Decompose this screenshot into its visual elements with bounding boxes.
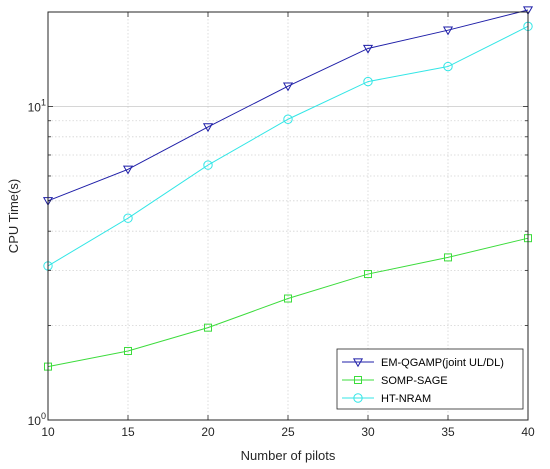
data-point-circle: [123, 213, 133, 223]
y-tick-label: 101: [28, 97, 46, 114]
legend-label: SOMP-SAGE: [381, 375, 448, 387]
x-axis-label: Number of pilots: [241, 448, 336, 463]
series-lines: [42, 6, 534, 371]
series-2: [43, 21, 533, 271]
data-point-triangle: [362, 44, 374, 54]
x-tick-label: 35: [441, 425, 455, 439]
series-line: [47, 9, 529, 202]
x-tick-label: 20: [201, 425, 215, 439]
data-point-triangle: [122, 165, 134, 175]
legend-label: HT-NRAM: [381, 393, 431, 405]
legend-entry: EM-QGAMP(joint UL/DL): [342, 357, 504, 369]
data-point-circle: [363, 76, 373, 87]
data-point-circle: [283, 114, 293, 124]
legend-entry: SOMP-SAGE: [342, 375, 448, 387]
data-point-triangle: [202, 123, 214, 133]
legend: EM-QGAMP(joint UL/DL) SOMP-SAGE HT-NRAM: [336, 348, 524, 410]
x-tick-label: 15: [121, 425, 135, 439]
data-point-square: [364, 270, 372, 279]
data-point-circle: [443, 61, 453, 72]
legend-entry: HT-NRAM: [342, 393, 431, 405]
data-point-triangle: [352, 358, 364, 368]
legend-label: EM-QGAMP(joint UL/DL): [381, 357, 504, 369]
data-point-triangle: [282, 82, 294, 92]
data-point-triangle: [442, 26, 454, 36]
series-1: [44, 234, 532, 371]
data-point-square: [204, 323, 212, 332]
data-point-circle: [203, 160, 213, 170]
axis-ticks: 10 15 20 25 30 35 40 100 101: [28, 11, 535, 439]
series-line: [47, 237, 529, 368]
series-0: [42, 6, 534, 207]
data-point-square: [444, 253, 452, 262]
legend-box: [336, 348, 524, 410]
x-tick-label: 40: [521, 425, 535, 439]
y-tick-label: 100: [28, 411, 46, 428]
data-point-triangle: [522, 6, 534, 16]
x-tick-label: 25: [281, 425, 295, 439]
data-point-square: [124, 346, 132, 355]
series-line: [47, 25, 529, 267]
data-point-square: [284, 294, 292, 303]
x-tick-label: 30: [361, 425, 375, 439]
y-axis-label: CPU Time(s): [6, 179, 21, 253]
data-point-square: [354, 376, 362, 384]
data-point-circle: [353, 393, 363, 403]
x-tick-label: 10: [41, 425, 55, 439]
